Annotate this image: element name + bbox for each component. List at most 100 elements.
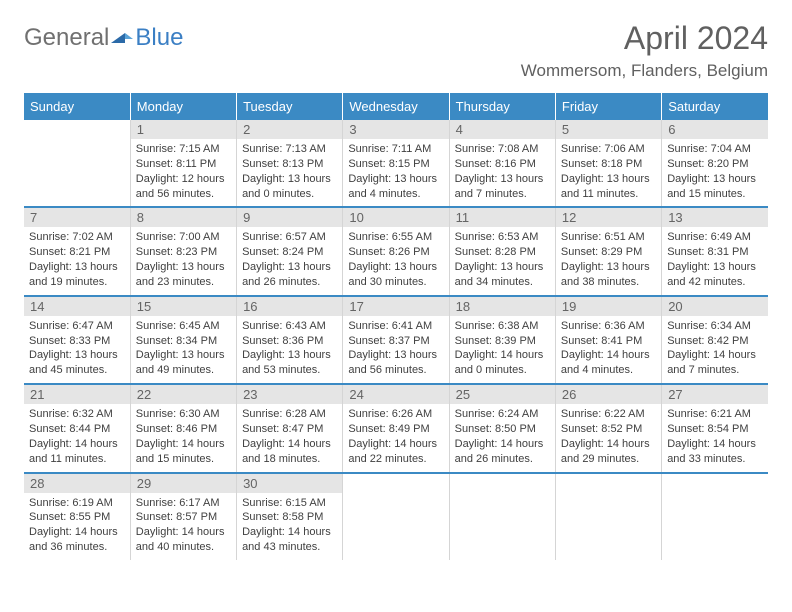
day-cell: 19Sunrise: 6:36 AMSunset: 8:41 PMDayligh…	[555, 296, 661, 384]
daylight-text-2: and 15 minutes.	[136, 452, 231, 467]
week-row: 21Sunrise: 6:32 AMSunset: 8:44 PMDayligh…	[24, 384, 768, 472]
day-content: Sunrise: 6:17 AMSunset: 8:57 PMDaylight:…	[131, 493, 236, 560]
day-cell: 27Sunrise: 6:21 AMSunset: 8:54 PMDayligh…	[662, 384, 768, 472]
day-number: 25	[450, 385, 555, 404]
daylight-text-2: and 38 minutes.	[561, 275, 656, 290]
weekday-header: Tuesday	[237, 93, 343, 120]
sunrise-text: Sunrise: 6:36 AM	[561, 319, 656, 334]
day-number: 20	[662, 297, 768, 316]
day-cell: 7Sunrise: 7:02 AMSunset: 8:21 PMDaylight…	[24, 207, 130, 295]
day-number: 8	[131, 208, 236, 227]
daylight-text-1: Daylight: 14 hours	[561, 348, 656, 363]
day-cell: 5Sunrise: 7:06 AMSunset: 8:18 PMDaylight…	[555, 120, 661, 207]
day-cell: 3Sunrise: 7:11 AMSunset: 8:15 PMDaylight…	[343, 120, 449, 207]
sunrise-text: Sunrise: 7:06 AM	[561, 142, 656, 157]
sunset-text: Sunset: 8:58 PM	[242, 510, 337, 525]
daylight-text-1: Daylight: 13 hours	[455, 172, 550, 187]
daylight-text-1: Daylight: 13 hours	[667, 260, 763, 275]
daylight-text-2: and 30 minutes.	[348, 275, 443, 290]
logo-text-blue: Blue	[135, 24, 183, 52]
sunset-text: Sunset: 8:23 PM	[136, 245, 231, 260]
day-cell: 8Sunrise: 7:00 AMSunset: 8:23 PMDaylight…	[130, 207, 236, 295]
day-number: 7	[24, 208, 130, 227]
daylight-text-1: Daylight: 14 hours	[455, 348, 550, 363]
day-cell: 16Sunrise: 6:43 AMSunset: 8:36 PMDayligh…	[237, 296, 343, 384]
daylight-text-1: Daylight: 13 hours	[348, 260, 443, 275]
day-cell	[343, 473, 449, 560]
sunrise-text: Sunrise: 6:45 AM	[136, 319, 231, 334]
sunset-text: Sunset: 8:44 PM	[29, 422, 125, 437]
day-content: Sunrise: 7:00 AMSunset: 8:23 PMDaylight:…	[131, 227, 236, 294]
day-cell: 10Sunrise: 6:55 AMSunset: 8:26 PMDayligh…	[343, 207, 449, 295]
sunset-text: Sunset: 8:49 PM	[348, 422, 443, 437]
sunrise-text: Sunrise: 6:41 AM	[348, 319, 443, 334]
daylight-text-1: Daylight: 14 hours	[29, 437, 125, 452]
sunset-text: Sunset: 8:21 PM	[29, 245, 125, 260]
daylight-text-1: Daylight: 14 hours	[667, 437, 763, 452]
daylight-text-2: and 11 minutes.	[561, 187, 656, 202]
sunset-text: Sunset: 8:39 PM	[455, 334, 550, 349]
day-content: Sunrise: 6:30 AMSunset: 8:46 PMDaylight:…	[131, 404, 236, 471]
day-cell: 20Sunrise: 6:34 AMSunset: 8:42 PMDayligh…	[662, 296, 768, 384]
sunset-text: Sunset: 8:29 PM	[561, 245, 656, 260]
day-cell: 2Sunrise: 7:13 AMSunset: 8:13 PMDaylight…	[237, 120, 343, 207]
sunset-text: Sunset: 8:11 PM	[136, 157, 231, 172]
day-content: Sunrise: 6:32 AMSunset: 8:44 PMDaylight:…	[24, 404, 130, 471]
daylight-text-1: Daylight: 14 hours	[29, 525, 125, 540]
weekday-header: Saturday	[662, 93, 768, 120]
logo-text-general: General	[24, 24, 109, 52]
day-number: 30	[237, 474, 342, 493]
day-cell: 23Sunrise: 6:28 AMSunset: 8:47 PMDayligh…	[237, 384, 343, 472]
daylight-text-1: Daylight: 13 hours	[136, 260, 231, 275]
day-number: 17	[343, 297, 448, 316]
day-content: Sunrise: 7:11 AMSunset: 8:15 PMDaylight:…	[343, 139, 448, 206]
daylight-text-2: and 0 minutes.	[242, 187, 337, 202]
week-row: 7Sunrise: 7:02 AMSunset: 8:21 PMDaylight…	[24, 207, 768, 295]
daylight-text-2: and 19 minutes.	[29, 275, 125, 290]
daylight-text-2: and 23 minutes.	[136, 275, 231, 290]
day-cell: 25Sunrise: 6:24 AMSunset: 8:50 PMDayligh…	[449, 384, 555, 472]
sunrise-text: Sunrise: 6:19 AM	[29, 496, 125, 511]
day-number: 16	[237, 297, 342, 316]
daylight-text-2: and 15 minutes.	[667, 187, 763, 202]
day-number: 13	[662, 208, 768, 227]
daylight-text-2: and 26 minutes.	[242, 275, 337, 290]
daylight-text-1: Daylight: 14 hours	[242, 525, 337, 540]
sunrise-text: Sunrise: 6:57 AM	[242, 230, 337, 245]
day-cell: 13Sunrise: 6:49 AMSunset: 8:31 PMDayligh…	[662, 207, 768, 295]
sunset-text: Sunset: 8:37 PM	[348, 334, 443, 349]
day-number: 21	[24, 385, 130, 404]
day-content: Sunrise: 6:19 AMSunset: 8:55 PMDaylight:…	[24, 493, 130, 560]
day-content: Sunrise: 6:15 AMSunset: 8:58 PMDaylight:…	[237, 493, 342, 560]
sunset-text: Sunset: 8:33 PM	[29, 334, 125, 349]
logo: General Blue	[24, 24, 183, 52]
weekday-header: Thursday	[449, 93, 555, 120]
day-content: Sunrise: 6:45 AMSunset: 8:34 PMDaylight:…	[131, 316, 236, 383]
day-content: Sunrise: 6:24 AMSunset: 8:50 PMDaylight:…	[450, 404, 555, 471]
day-number: 5	[556, 120, 661, 139]
day-number: 24	[343, 385, 448, 404]
day-number: 14	[24, 297, 130, 316]
sunrise-text: Sunrise: 6:47 AM	[29, 319, 125, 334]
sunset-text: Sunset: 8:34 PM	[136, 334, 231, 349]
title-block: April 2024 Wommersom, Flanders, Belgium	[521, 20, 768, 81]
sunrise-text: Sunrise: 6:34 AM	[667, 319, 763, 334]
day-cell: 14 Sunrise: 6:47 AMSunset: 8:33 PMDayligh…	[24, 296, 130, 384]
daylight-text-1: Daylight: 13 hours	[136, 348, 231, 363]
sunrise-text: Sunrise: 6:49 AM	[667, 230, 763, 245]
day-cell: 30Sunrise: 6:15 AMSunset: 8:58 PMDayligh…	[237, 473, 343, 560]
daylight-text-2: and 36 minutes.	[29, 540, 125, 555]
daylight-text-1: Daylight: 13 hours	[29, 348, 125, 363]
day-number: 12	[556, 208, 661, 227]
sunset-text: Sunset: 8:47 PM	[242, 422, 337, 437]
day-content: Sunrise: 6:51 AMSunset: 8:29 PMDaylight:…	[556, 227, 661, 294]
day-cell: 29Sunrise: 6:17 AMSunset: 8:57 PMDayligh…	[130, 473, 236, 560]
daylight-text-1: Daylight: 13 hours	[348, 172, 443, 187]
sunset-text: Sunset: 8:15 PM	[348, 157, 443, 172]
sunset-text: Sunset: 8:24 PM	[242, 245, 337, 260]
day-content: Sunrise: 6:41 AMSunset: 8:37 PMDaylight:…	[343, 316, 448, 383]
daylight-text-1: Daylight: 13 hours	[242, 348, 337, 363]
daylight-text-1: Daylight: 14 hours	[667, 348, 763, 363]
day-cell: 11Sunrise: 6:53 AMSunset: 8:28 PMDayligh…	[449, 207, 555, 295]
daylight-text-2: and 49 minutes.	[136, 363, 231, 378]
